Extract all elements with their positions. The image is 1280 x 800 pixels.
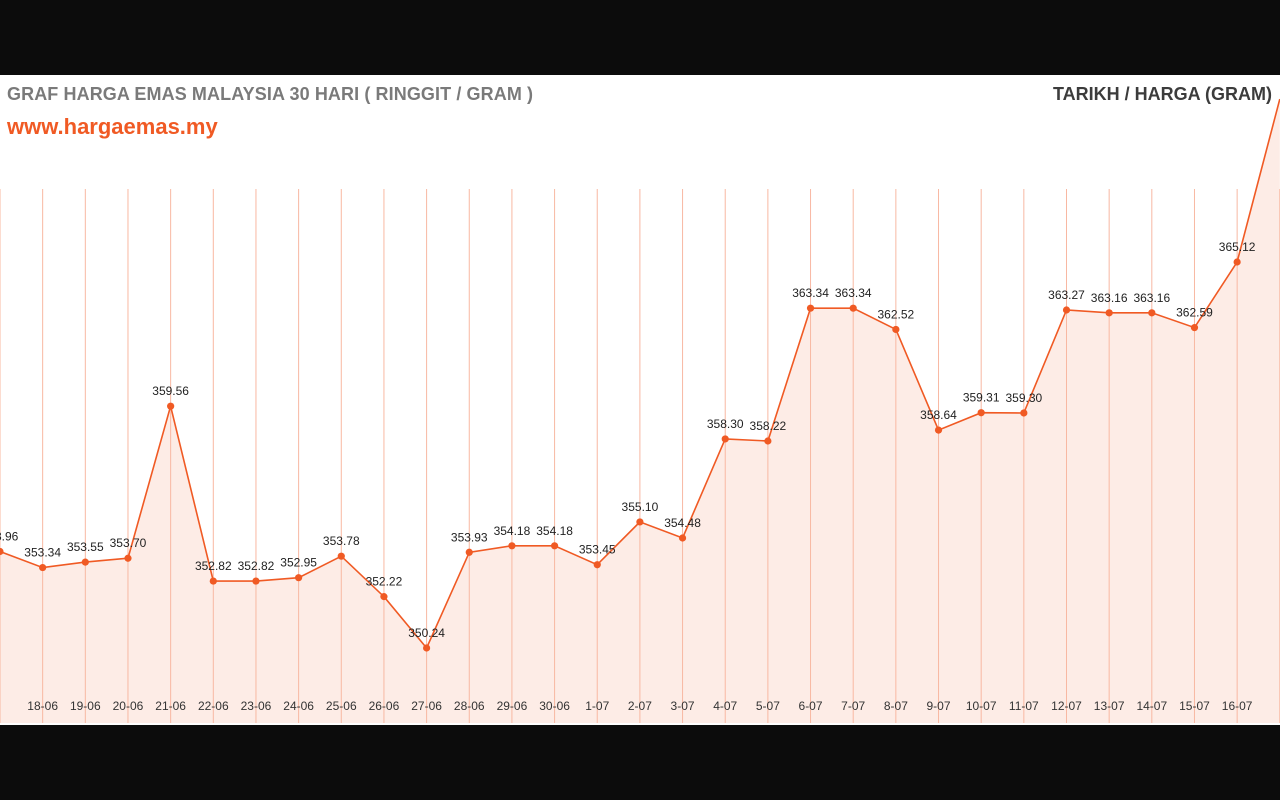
x-tick-label: 8-07: [884, 699, 908, 713]
data-point: [977, 409, 985, 417]
data-label: 353.45: [579, 543, 616, 557]
data-label: 354.18: [536, 524, 573, 538]
data-label: 358.30: [707, 417, 744, 431]
x-tick-label: 25-06: [326, 699, 357, 713]
data-point: [892, 325, 900, 334]
data-label: 358.22: [750, 419, 787, 433]
data-point: [423, 644, 431, 652]
x-tick-label: 10-07: [966, 699, 997, 713]
website-link[interactable]: www.hargaemas.my: [7, 114, 218, 139]
data-point: [593, 561, 601, 569]
data-point: [678, 534, 687, 542]
data-label: 363.34: [835, 286, 872, 300]
data-label: 359.31: [963, 391, 1000, 405]
data-label: 363.16: [1133, 291, 1170, 305]
data-point: [721, 435, 729, 443]
x-tick-label: 22-06: [198, 699, 229, 713]
data-label: 358.64: [920, 408, 957, 422]
data-label: 352.95: [280, 556, 317, 570]
data-point: [849, 304, 857, 312]
x-tick-label: 27-06: [411, 699, 442, 713]
data-label: 363.34: [792, 286, 829, 300]
data-label: 353.78: [323, 534, 360, 548]
x-tick-label: 20-06: [113, 699, 144, 713]
data-point: [934, 426, 943, 434]
x-tick-label: 18-06: [27, 699, 58, 713]
x-tick-label: 6-07: [799, 699, 823, 713]
data-label: 352.82: [195, 559, 232, 573]
x-tick-label: 7-07: [841, 699, 865, 713]
x-tick-label: 13-07: [1094, 699, 1125, 713]
data-point: [337, 552, 345, 560]
gold-price-chart: 353.96 353.34 353.55 353.70 359.56 352.82 352.…: [0, 98, 1280, 724]
x-tick-label: 30-06: [539, 699, 570, 713]
data-label: 359.30: [1005, 391, 1042, 405]
data-label: 353.93: [451, 530, 488, 544]
data-label: 353.34: [24, 546, 61, 560]
data-point: [636, 518, 644, 526]
data-point: [0, 547, 4, 556]
data-point: [81, 558, 89, 566]
x-tick-label: 12-07: [1051, 699, 1082, 713]
data-point: [1105, 309, 1113, 317]
data-label: 350.24: [408, 626, 445, 640]
x-tick-label: 26-06: [369, 699, 400, 713]
data-point: [1190, 324, 1199, 332]
data-label: 363.27: [1048, 288, 1085, 302]
x-tick-label: 24-06: [283, 699, 314, 713]
data-label: 352.82: [238, 559, 275, 573]
data-point: [806, 304, 815, 312]
data-label: 362.59: [1176, 306, 1213, 320]
x-tick-label: 23-06: [241, 699, 272, 713]
data-point: [550, 542, 559, 550]
x-tick-label: 28-06: [454, 699, 485, 713]
data-point: [465, 548, 473, 556]
data-label: 355.10: [622, 500, 659, 514]
x-tick-label: 9-07: [927, 699, 951, 713]
x-tick-label: 29-06: [497, 699, 528, 713]
data-point: [124, 554, 132, 562]
x-tick-label: 14-07: [1136, 699, 1167, 713]
data-label: 353.70: [110, 536, 147, 550]
x-tick-label: 19-06: [70, 699, 101, 713]
data-label: 354.48: [664, 516, 701, 530]
data-point: [1148, 309, 1156, 317]
data-point: [209, 577, 217, 585]
data-label: 365.12: [1219, 240, 1256, 254]
data-point: [1062, 306, 1071, 314]
data-label: 352.22: [366, 575, 403, 589]
data-label: 353.55: [67, 540, 104, 554]
chart-legend: TARIKH / HARGA (GRAM): [1053, 84, 1272, 104]
x-tick-label: 2-07: [628, 699, 652, 713]
x-tick-label: 15-07: [1179, 699, 1210, 713]
data-point: [1233, 258, 1241, 266]
x-tick-label: 1-07: [585, 699, 609, 713]
data-point: [508, 542, 516, 550]
data-point: [252, 577, 260, 585]
data-point: [1020, 409, 1028, 417]
data-point: [167, 402, 175, 410]
chart-title: GRAF HARGA EMAS MALAYSIA 30 HARI ( RINGG…: [7, 84, 534, 104]
x-tick-label: 16-07: [1222, 699, 1253, 713]
data-point: [39, 563, 47, 572]
data-label: 363.16: [1091, 291, 1128, 305]
x-tick-label: 5-07: [756, 699, 780, 713]
x-tick-label: 4-07: [713, 699, 737, 713]
data-label: 354.18: [494, 524, 531, 538]
x-tick-label: 11-07: [1009, 699, 1039, 713]
chart-frame: 353.96 353.34 353.55 353.70 359.56 352.82 352.…: [0, 75, 1280, 725]
data-label: 353.96: [0, 530, 19, 544]
data-point: [380, 593, 388, 601]
x-tick-label: 21-06: [155, 699, 186, 713]
x-tick-label: 3-07: [671, 699, 695, 713]
data-label: 362.52: [878, 307, 915, 321]
data-point: [295, 574, 303, 582]
data-label: 359.56: [152, 384, 189, 398]
data-point: [764, 437, 772, 445]
